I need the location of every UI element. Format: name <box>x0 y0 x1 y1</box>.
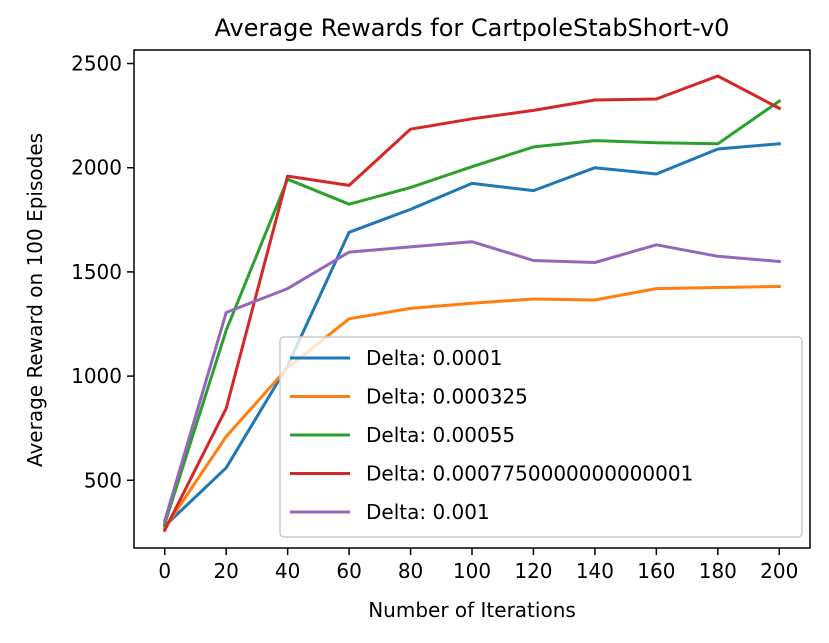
series-line-1 <box>162 142 781 529</box>
x-tick-label: 160 <box>637 559 675 583</box>
x-tick-label: 40 <box>275 559 300 583</box>
x-tick-label: 100 <box>453 559 491 583</box>
legend-label-3: Delta: 0.00055 <box>366 423 515 447</box>
x-axis-label: Number of Iterations <box>368 598 576 622</box>
legend-label-2: Delta: 0.000325 <box>366 385 528 409</box>
series-line-2 <box>162 284 781 531</box>
axis-ticks: 0 20 40 60 80 100 120 140 160 180 200 500 1000 1500 20… <box>71 52 798 583</box>
chart-title: Average Rewards for CartpoleStabShort-v0 <box>215 14 730 42</box>
series-line-4 <box>162 74 782 533</box>
series-lines <box>162 74 782 533</box>
series-line-3 <box>162 99 782 526</box>
legend: Delta: 0.0001 Delta: 0.000325 Delta: 0.000… <box>279 336 803 538</box>
legend-label-1: Delta: 0.0001 <box>366 346 502 370</box>
legend-label-5: Delta: 0.001 <box>366 500 490 524</box>
series-line-5 <box>162 240 781 523</box>
legend-box <box>279 336 803 538</box>
plot-frame <box>133 49 811 549</box>
x-tick-label: 200 <box>760 559 798 583</box>
x-tick-label: 80 <box>398 559 423 583</box>
y-axis-label: Average Reward on 100 Episodes <box>23 133 47 467</box>
x-tick-label: 140 <box>576 559 614 583</box>
legend-label-4: Delta: 0.0007750000000000001 <box>366 462 693 486</box>
y-tick-label: 500 <box>84 468 122 492</box>
x-tick-label: 20 <box>213 559 238 583</box>
y-tick-label: 1500 <box>71 260 122 284</box>
x-tick-label: 60 <box>336 559 361 583</box>
x-tick-label: 0 <box>158 559 171 583</box>
x-tick-label: 120 <box>514 559 552 583</box>
y-tick-label: 2000 <box>71 156 122 180</box>
y-tick-label: 1000 <box>71 364 122 388</box>
y-tick-label: 2500 <box>71 52 122 76</box>
x-tick-label: 180 <box>699 559 737 583</box>
